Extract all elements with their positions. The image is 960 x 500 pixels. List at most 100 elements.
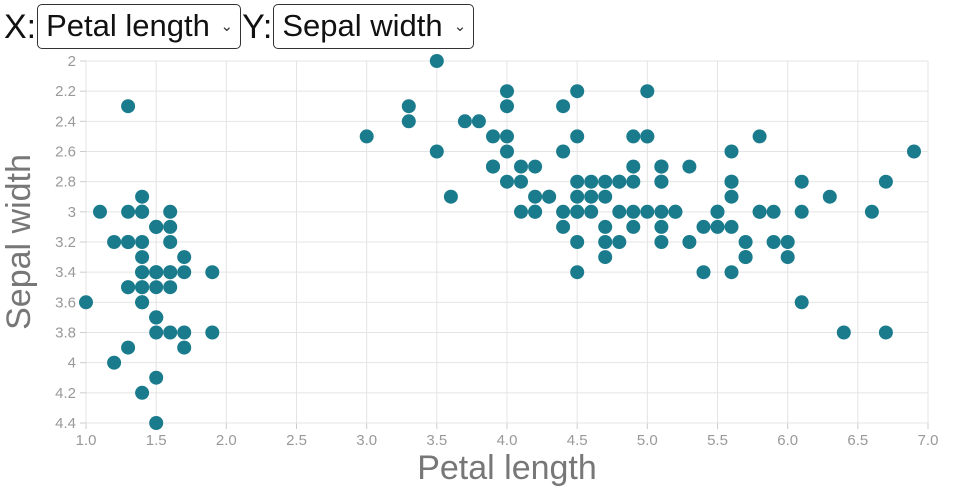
data-point: [121, 340, 136, 355]
data-point: [654, 219, 669, 234]
x-tick-label: 1.5: [146, 432, 167, 449]
data-point: [570, 235, 585, 249]
y-tick-label: 2.2: [55, 83, 76, 100]
data-point: [121, 280, 136, 295]
data-point: [612, 204, 627, 219]
x-tick-label: 5.5: [707, 432, 728, 449]
data-point: [121, 204, 136, 219]
data-point: [163, 280, 178, 295]
data-point: [121, 235, 136, 249]
data-point: [612, 174, 627, 189]
x-tick-label: 2.0: [216, 432, 237, 449]
data-point: [135, 250, 150, 265]
data-point: [682, 159, 697, 174]
data-point: [766, 235, 781, 249]
data-point: [710, 219, 725, 234]
data-point: [626, 219, 641, 234]
data-point: [177, 265, 192, 280]
data-point: [556, 99, 571, 114]
data-point: [598, 235, 613, 249]
data-point: [584, 174, 599, 189]
data-point: [724, 219, 739, 234]
data-point: [205, 265, 220, 280]
data-point: [724, 174, 739, 189]
data-point: [149, 219, 164, 234]
data-point: [626, 129, 641, 144]
data-point: [528, 204, 543, 219]
data-point: [794, 295, 809, 310]
data-point: [598, 219, 613, 234]
x-select-wrap: Petal length ⌄: [37, 4, 242, 49]
x-tick-label: 5.0: [637, 432, 658, 449]
data-point: [401, 99, 416, 114]
data-point: [710, 204, 725, 219]
data-point: [486, 129, 500, 144]
data-point: [163, 235, 178, 249]
data-point: [752, 129, 767, 144]
data-point: [556, 219, 571, 234]
data-point: [163, 204, 178, 219]
data-point: [93, 204, 107, 219]
data-point: [149, 370, 164, 385]
data-point: [640, 129, 655, 144]
data-point: [626, 174, 641, 189]
data-point: [570, 129, 585, 144]
data-point: [640, 84, 655, 99]
data-point: [163, 265, 178, 280]
data-point: [626, 204, 641, 219]
data-point: [177, 340, 192, 355]
x-axis-select[interactable]: Petal length: [37, 4, 242, 49]
x-tick-label: 4.0: [497, 432, 518, 449]
data-point: [822, 189, 837, 204]
data-point: [135, 204, 150, 219]
data-point: [149, 325, 164, 340]
y-tick-label: 3: [68, 204, 76, 221]
y-tick-label: 2.8: [55, 174, 76, 191]
y-axis-select[interactable]: Sepal width: [273, 4, 475, 49]
data-point: [149, 280, 164, 295]
x-tick-label: 4.5: [567, 432, 588, 449]
data-point: [780, 250, 795, 265]
data-point: [668, 204, 683, 219]
data-point: [696, 219, 711, 234]
data-point: [570, 84, 585, 99]
data-point: [542, 189, 557, 204]
y-tick-label: 3.8: [55, 325, 76, 342]
data-point: [205, 325, 220, 340]
data-point: [696, 265, 711, 280]
data-point: [135, 385, 150, 400]
data-point: [135, 295, 150, 310]
data-point: [429, 54, 444, 68]
data-point: [107, 235, 122, 249]
data-point: [682, 235, 697, 249]
data-point: [500, 99, 514, 114]
data-point: [738, 235, 753, 249]
data-point: [514, 159, 528, 174]
data-point: [598, 250, 613, 265]
data-point: [149, 416, 164, 430]
data-point: [724, 265, 739, 280]
data-point: [780, 235, 795, 249]
data-point: [149, 310, 164, 325]
y-tick-label: 4.2: [55, 385, 76, 402]
y-tick-label: 3.4: [55, 264, 76, 281]
scatter-plot-svg: 1.0 1.5 2.0 2.5 3.0 3.5 4.0 4.5 5.0 5.5 6.0 6.5 7.0 2…: [0, 53, 939, 487]
data-point: [79, 295, 93, 310]
scatter-plot: 1.0 1.5 2.0 2.5 3.0 3.5 4.0 4.5 5.0 5.5 6.0 6.5 7.0 2…: [0, 51, 960, 494]
data-point: [443, 189, 458, 204]
data-point: [177, 325, 192, 340]
data-point: [471, 114, 486, 129]
data-point: [598, 174, 613, 189]
x-tick-label: 7.0: [918, 432, 939, 449]
x-axis-select-label: X:: [4, 7, 37, 46]
x-tick-label: 2.5: [286, 432, 307, 449]
data-point: [359, 129, 374, 144]
data-point: [752, 204, 767, 219]
data-point: [724, 189, 739, 204]
data-point: [149, 265, 164, 280]
data-point: [500, 84, 514, 99]
y-tick-label: 4: [68, 355, 76, 372]
y-tick-label: 2.6: [55, 144, 76, 161]
y-tick-label: 2.4: [55, 113, 76, 130]
x-tick-label: 6.5: [847, 432, 868, 449]
